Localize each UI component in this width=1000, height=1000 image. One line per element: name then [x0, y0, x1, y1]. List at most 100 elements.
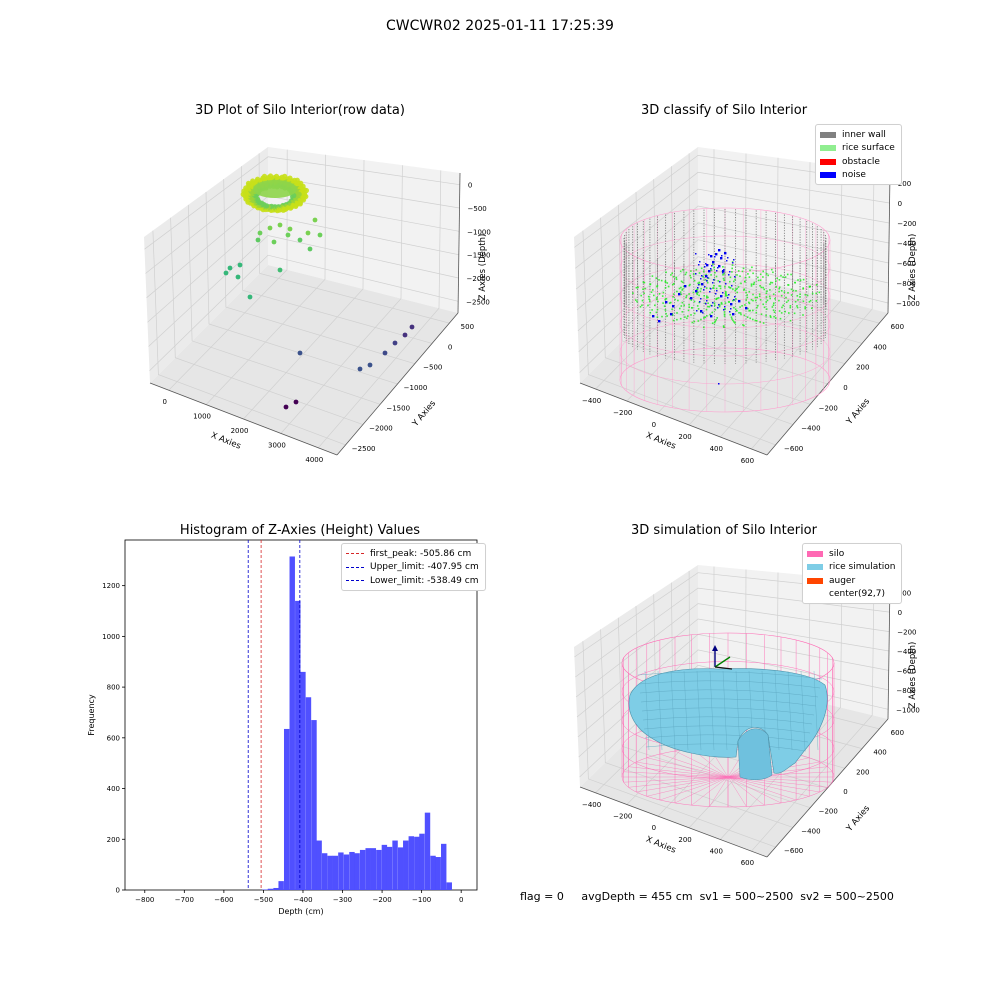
rice-surface-point: [716, 317, 718, 319]
center-y-arrow: [714, 656, 731, 668]
histogram-bar: [283, 728, 290, 890]
rice-surface-point: [742, 267, 745, 270]
rice-surface-point: [685, 296, 687, 299]
silo-wire-spoke: [727, 776, 765, 806]
rice-surface-point: [750, 283, 753, 285]
rice-surface-point: [733, 280, 735, 283]
y-gridline: [170, 217, 364, 425]
noise-point: [725, 283, 727, 285]
z-gridline: [144, 156, 460, 250]
rice-surface-point: [706, 297, 708, 299]
noise-point: [695, 253, 697, 255]
rice-surface-point: [707, 296, 709, 299]
histogram-bar: [446, 882, 452, 890]
rice-surface-point: [802, 288, 804, 290]
rice-surface-point: [681, 311, 684, 313]
silo-wire-spoke: [727, 776, 810, 797]
rice-surface-point: [643, 281, 646, 284]
rice-surface-point: [703, 270, 705, 273]
legend-silo: silo: [807, 547, 895, 561]
raw-point: [317, 232, 323, 238]
y-tick-label: −1000: [404, 384, 428, 392]
rice-surface-point: [706, 281, 709, 284]
rice-surface-point: [729, 280, 731, 283]
rice-mesh-line: [722, 670, 728, 751]
rice-surface-point: [731, 318, 733, 320]
rice-surface-point: [665, 312, 667, 315]
rice-surface-point: [779, 317, 782, 320]
histogram-bar: [295, 600, 301, 890]
rice-mesh-line: [641, 707, 815, 716]
left-pane: [574, 147, 698, 383]
rice-surface-point: [724, 308, 726, 310]
rice-surface-point: [661, 295, 664, 297]
rice-surface-point: [752, 309, 754, 312]
rice-surface-point: [765, 273, 768, 275]
histogram-bar: [403, 840, 409, 890]
rice-surface-point: [746, 296, 749, 299]
noise-point: [723, 269, 725, 271]
rice-surface-point: [752, 299, 754, 302]
y-gridline: [152, 230, 346, 446]
rice-surface-point: [660, 279, 663, 282]
rice-surface-point: [632, 292, 634, 294]
rice-surface-point: [736, 287, 738, 290]
y-tick-label: −200: [819, 404, 838, 412]
rice-surface-point: [815, 284, 818, 286]
z-gridline: [579, 256, 889, 373]
rice-surface-point: [713, 321, 716, 324]
y-gridline: [241, 166, 433, 344]
center-x-arrow: [714, 666, 733, 670]
z-axis-label: Z Axies (Depth): [478, 234, 488, 301]
rice-surface-point: [721, 303, 723, 305]
rice-mesh-line: [642, 716, 813, 725]
rice-surface-point: [788, 312, 790, 314]
rice-surface-point: [732, 299, 734, 302]
rice-surface-point: [759, 273, 762, 276]
panel2-title: 3D classify of Silo Interior: [640, 103, 808, 118]
rice-mesh-line: [774, 670, 780, 751]
raw-point: [297, 237, 303, 243]
rice-surface-point: [745, 291, 747, 294]
rice-surface-point: [651, 275, 654, 277]
z-tick-label: −2500: [466, 298, 490, 306]
rice-surface-point: [715, 298, 718, 301]
rice-surface-point: [723, 311, 726, 313]
x-gridline: [751, 581, 875, 852]
y-gridline: [653, 179, 845, 365]
rice-surface-point: [717, 297, 720, 299]
rice-surface-point: [748, 290, 751, 293]
rice-surface-point: [756, 306, 758, 309]
rice-surface-point: [704, 279, 707, 281]
rice-surface-point: [687, 309, 690, 312]
y-tick-label: 500: [461, 323, 474, 331]
left-pane: [144, 147, 268, 383]
rice-surface-point: [765, 301, 767, 303]
rice-surface-point: [681, 288, 684, 290]
noise-point: [704, 266, 706, 268]
rice-surface-point: [762, 270, 764, 273]
z-tick-label: 0: [468, 182, 472, 190]
histogram-bar: [316, 840, 322, 890]
rice-surface-point: [748, 309, 750, 312]
noise-point: [700, 278, 702, 280]
noise-point: [706, 280, 708, 282]
rice-surface-point: [751, 266, 753, 269]
rice-surface-point: [756, 296, 758, 299]
rice-surface-point: [703, 317, 705, 319]
rice-surface-point: [735, 298, 737, 300]
rice-surface-point: [636, 300, 638, 303]
z-tick-label: −800: [896, 687, 915, 695]
rice-surface-point: [697, 308, 700, 310]
histogram-bar: [338, 852, 344, 890]
rice-surface-point: [653, 294, 655, 297]
rice-surface-point: [723, 315, 726, 317]
noise-point: [727, 297, 729, 299]
rice-surface-point: [771, 306, 774, 308]
rice-surface-point: [710, 269, 713, 272]
legend-noise: noise: [820, 169, 895, 183]
rice-surface-point: [759, 285, 761, 287]
rice-surface-point: [705, 273, 707, 276]
rice-surface-point: [637, 286, 639, 289]
rice-surface-point: [750, 285, 753, 287]
